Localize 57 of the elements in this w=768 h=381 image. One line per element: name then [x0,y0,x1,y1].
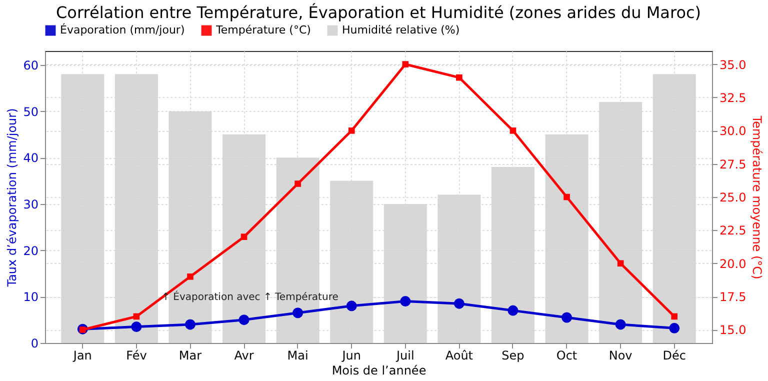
y2-axis-title: Température moyenne (°C) [750,114,764,280]
point [292,308,304,318]
y-tick-label: 20 [23,244,38,258]
point [510,127,516,134]
x-tick-label: Juil [395,348,414,362]
legend-label: Humidité relative (%) [342,24,460,37]
point [669,322,680,334]
point [402,61,409,68]
point [133,313,140,320]
point [184,319,196,330]
point [508,305,518,316]
point [294,180,301,187]
point [348,127,355,134]
x-tick-label: Oct [556,348,578,362]
y2-tick-label: 32.5 [720,90,746,105]
point [615,319,626,330]
x-tick-label: Jan [72,348,92,362]
point [400,296,411,307]
point [562,312,572,323]
y2-tick-label: 15.0 [720,323,746,338]
x-tick-label: Avr [234,348,254,362]
y2-tick-label: 20.0 [720,256,746,271]
y2-tick-label: 27.5 [720,157,746,172]
x-tick-label: Août [445,348,474,362]
x-tick-label: Mar [178,348,202,362]
y2-tick-label: 25.0 [720,190,746,204]
point [131,322,142,332]
legend-label: Température (°C) [215,24,311,37]
point [240,234,248,240]
chart-title: Corrélation entre Température, Évaporation et Humidité (zones arides du Maroc) [56,3,702,22]
x-tick-label: Fév [126,348,147,362]
x-tick-label: Jun [341,348,361,362]
point [454,298,464,309]
point [346,300,357,312]
y2-tick-label: 35.0 [720,58,746,72]
y-tick-label: 0 [30,336,38,350]
y-axis-title: Taux d’évaporation (mm/jour) [5,108,20,288]
y2-tick-label: 17.5 [720,290,746,304]
x-axis-title: Mois de l’année [332,364,426,378]
x-tick-label: Sep [502,348,524,362]
y-tick-label: 60 [23,58,38,72]
x-tick-label: Déc [662,348,686,362]
y2-tick-label: 30.0 [720,124,746,138]
x-tick-label: Nov [608,348,632,362]
legend-label: Évaporation (mm/jour) [60,22,185,37]
point [238,314,250,326]
point [617,260,624,267]
point [456,74,462,81]
point [564,194,570,200]
y-tick-label: 50 [23,104,38,119]
y-tick-label: 30 [23,197,38,212]
point [671,313,678,320]
point [187,273,194,280]
y-tick-label: 40 [23,151,38,166]
y2-tick-label: 22.5 [720,224,746,238]
x-tick-label: Mai [287,348,308,362]
y-tick-label: 10 [23,290,38,304]
